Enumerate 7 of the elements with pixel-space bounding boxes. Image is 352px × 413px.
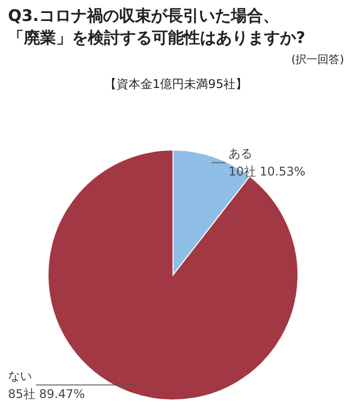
slice-label: ある <box>228 146 253 161</box>
text: (択一回答) <box>291 53 344 66</box>
data-label: 10社 10.53% <box>228 164 306 179</box>
slice-label: ない <box>8 368 32 383</box>
data-label: 85社 89.47% <box>8 386 85 401</box>
chart-title: Q3.コロナ禍の収束が長引いた場合、「廃業」を検討する可能性はありますか? <box>8 6 306 47</box>
chart-subtitle: 【資本金1億円未満95社】 <box>104 77 248 91</box>
